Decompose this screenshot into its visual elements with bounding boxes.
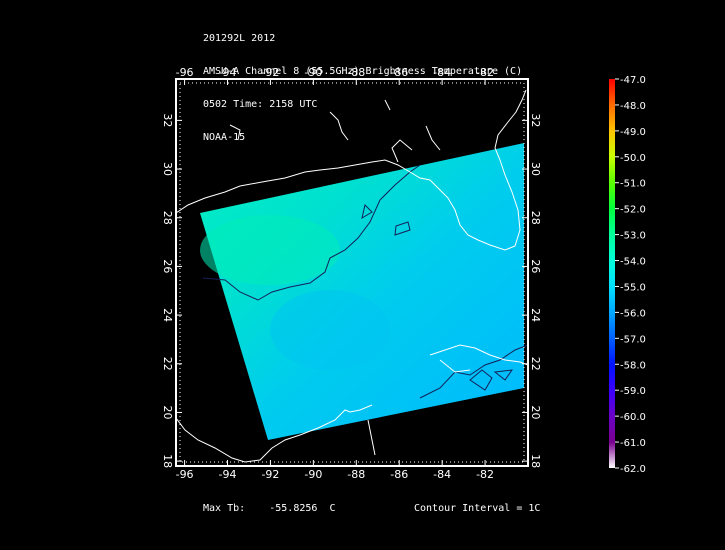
lat-label-right: 32	[529, 113, 542, 127]
max-tb-readout: Max Tb: -55.8256 C	[203, 503, 336, 514]
max-tb-label: Max Tb:	[203, 503, 246, 514]
colorbar-label: -54.0	[620, 257, 646, 268]
colorbar-label: -60.0	[620, 412, 646, 423]
header: 201292L 2012 AMSU-A Channel 8 (55.5GHz) …	[203, 11, 522, 154]
lat-label-right: 30	[529, 162, 542, 176]
colorbar-label: -62.0	[620, 464, 646, 475]
colorbar-label: -49.0	[620, 127, 646, 138]
swath-area	[200, 143, 524, 440]
colorbar-label: -52.0	[620, 205, 646, 216]
colorbar-label: -58.0	[620, 360, 646, 371]
lat-label-right: 26	[529, 259, 542, 273]
lon-label-bottom: -90	[304, 468, 322, 481]
lat-label-right: 24	[529, 308, 542, 322]
lat-label-left: 20	[161, 405, 174, 419]
colorbar-label: -61.0	[620, 438, 646, 449]
lat-label-right: 28	[529, 211, 542, 225]
lat-label-left: 22	[161, 357, 174, 371]
lat-label-left: 18	[161, 454, 174, 468]
lat-label-right: 20	[529, 405, 542, 419]
colorbar-label: -48.0	[620, 101, 646, 112]
lon-label-top: -94	[219, 66, 237, 79]
lon-label-top: -86	[390, 66, 408, 79]
colorbar: -47.0 -48.0 -49.0 -50.0 -51.0 -52.0 -53.0 -54.0…	[609, 75, 646, 475]
lon-label-top: -82	[476, 66, 494, 79]
header-product: AMSU-A Channel 8 (55.5GHz) Brightness Te…	[203, 66, 523, 77]
lon-label-bottom: -84	[433, 468, 451, 481]
colorbar-label: -47.0	[620, 75, 646, 86]
lon-label-bottom: -96	[176, 468, 194, 481]
colorbar-label: -50.0	[620, 153, 646, 164]
lat-label-left: 24	[161, 308, 174, 322]
max-tb-unit: C	[329, 503, 336, 514]
lon-label-top: -88	[347, 66, 365, 79]
header-time: 0502 Time: 2158 UTC	[203, 99, 318, 110]
map-inner-frame	[179, 82, 525, 463]
axis-ticks	[176, 79, 528, 466]
max-tb-value: -55.8256	[269, 503, 318, 514]
lon-label-bottom: -86	[390, 468, 408, 481]
lon-label-bottom: -88	[347, 468, 365, 481]
lon-label-bottom: -82	[476, 468, 494, 481]
colorbar-label: -57.0	[620, 334, 646, 345]
lat-label-left: 32	[161, 113, 174, 127]
lon-label-bottom: -94	[219, 468, 237, 481]
header-satellite: NOAA-15	[203, 132, 246, 143]
colorbar-label: -51.0	[620, 179, 646, 190]
lon-label-top: -90	[304, 66, 322, 79]
colorbar-label: -53.0	[620, 231, 646, 242]
lat-label-right: 22	[529, 357, 542, 371]
colorbar-label: -59.0	[620, 386, 646, 397]
lat-label-left: 30	[161, 162, 174, 176]
lat-label-left: 28	[161, 211, 174, 225]
lon-label-top: -84	[433, 66, 451, 79]
contour-lines	[202, 164, 528, 399]
map-frame	[175, 78, 529, 467]
colorbar-label: -56.0	[620, 308, 646, 319]
coastlines	[176, 89, 528, 463]
lat-label-left: 26	[161, 259, 174, 273]
lon-label-bottom: -92	[261, 468, 279, 481]
contour-interval: Contour Interval = 1C	[414, 503, 541, 514]
lat-label-right: 18	[529, 454, 542, 468]
axis-labels: -96 -96 -94 -94 -92 -92 -90 -90 -88 -88 -86 -86 -84 -…	[161, 66, 542, 481]
colorbar-label: -55.0	[620, 282, 646, 293]
header-title: 201292L 2012	[203, 33, 276, 44]
lon-label-top: -92	[261, 66, 279, 79]
colorbar-scale	[609, 79, 615, 468]
lon-label-top: -96	[176, 66, 194, 79]
